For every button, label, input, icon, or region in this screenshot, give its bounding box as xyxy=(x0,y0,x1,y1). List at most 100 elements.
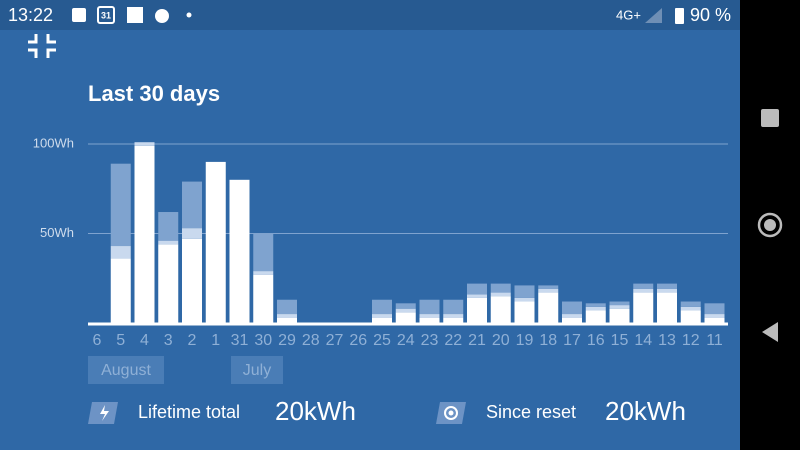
x-tick-label: 3 xyxy=(164,332,173,349)
bolt xyxy=(100,405,109,421)
bar-segment xyxy=(277,299,297,315)
status-bar xyxy=(0,0,740,30)
bar-segment xyxy=(277,317,297,323)
x-tick-label: 26 xyxy=(349,332,367,349)
bar-segment xyxy=(538,285,559,289)
bar-segment xyxy=(158,240,179,245)
month-box xyxy=(231,356,283,384)
month-label: August xyxy=(101,362,151,379)
x-tick-label: 17 xyxy=(563,332,581,349)
x-tick-label: 14 xyxy=(634,332,652,349)
bar-segment xyxy=(277,314,297,318)
home-button[interactable] xyxy=(757,212,783,238)
bar-segment xyxy=(395,308,416,313)
x-tick-label: 4 xyxy=(140,332,149,349)
reset-label: Since reset xyxy=(486,402,576,422)
x-tick-label: 1 xyxy=(211,332,220,349)
network-type: 4G+ xyxy=(616,7,641,22)
bar-segment xyxy=(704,317,725,323)
bar-segment xyxy=(395,303,416,309)
bar-segment xyxy=(134,145,155,323)
x-tick-label: 31 xyxy=(231,332,249,349)
bar-segment xyxy=(253,271,274,275)
x-tick-label: 12 xyxy=(682,332,700,349)
bar-segment xyxy=(467,283,487,295)
bar-segment xyxy=(490,292,511,297)
bar-segment xyxy=(443,317,464,323)
bar-segment xyxy=(158,244,179,323)
bar-segment xyxy=(680,301,701,307)
bar-segment xyxy=(562,314,582,318)
x-tick-label: 2 xyxy=(188,332,197,349)
bar-segment xyxy=(680,310,701,323)
bar-segment xyxy=(657,288,677,293)
y-tick-label: 50Wh xyxy=(40,225,74,240)
bar-segment xyxy=(443,314,464,318)
x-tick-label: 20 xyxy=(492,332,510,349)
more-dot xyxy=(186,12,192,18)
bar-segment xyxy=(704,303,725,315)
calendar-icon xyxy=(97,6,115,24)
recents-button[interactable] xyxy=(761,109,779,127)
bar-segment xyxy=(657,283,677,289)
home-dot xyxy=(764,219,776,231)
bar-segment xyxy=(419,317,440,323)
bar-segment xyxy=(585,306,606,311)
x-tick-label: 19 xyxy=(516,332,534,349)
bar-segment xyxy=(182,181,202,229)
bar-segment xyxy=(562,317,582,323)
x-tick-label: 23 xyxy=(421,332,439,349)
x-tick-label: 16 xyxy=(587,332,605,349)
bar-segment xyxy=(562,301,582,315)
bar-segment xyxy=(419,299,440,315)
month-label: July xyxy=(243,362,271,379)
bar-segment xyxy=(514,297,535,302)
bar-segment xyxy=(443,299,464,315)
bar-segment xyxy=(514,301,535,323)
x-tick-label: 25 xyxy=(373,332,391,349)
app-icon xyxy=(127,7,143,23)
collapse-icon[interactable] xyxy=(28,34,56,58)
bar-segment xyxy=(253,274,274,323)
x-tick-label: 15 xyxy=(611,332,629,349)
bar-segment xyxy=(253,233,274,272)
reset-value: 20kWh xyxy=(605,396,686,426)
bar-segment xyxy=(372,314,392,318)
bar-segment xyxy=(538,288,559,293)
bar-segment xyxy=(585,310,606,323)
x-tick-label: 24 xyxy=(397,332,415,349)
x-tick-label: 28 xyxy=(302,332,320,349)
bar-segment xyxy=(372,317,392,323)
bar-segment xyxy=(110,258,131,323)
bar-segment xyxy=(372,299,392,315)
y-tick-label: 100Wh xyxy=(33,135,74,150)
status-time: 13:22 xyxy=(8,5,53,25)
x-tick-label: 5 xyxy=(116,332,125,349)
bar-segment xyxy=(205,161,226,323)
gallery-icon xyxy=(72,8,86,22)
reddit-icon xyxy=(155,9,169,23)
signal-icon xyxy=(645,8,662,23)
bar-segment xyxy=(514,285,535,298)
x-tick-label: 6 xyxy=(93,332,102,349)
bar-segment xyxy=(657,292,677,323)
bar-segment xyxy=(467,297,487,323)
bar-segment xyxy=(585,303,606,307)
x-tick-label: 27 xyxy=(326,332,344,349)
bar-segment xyxy=(633,292,654,323)
bar-segment xyxy=(633,288,654,293)
bar-segment xyxy=(182,228,202,239)
month-box xyxy=(88,356,164,384)
bar-segment xyxy=(395,312,416,323)
bar-segment xyxy=(609,308,630,323)
bar-segment xyxy=(110,163,131,247)
x-tick-label: 29 xyxy=(278,332,296,349)
bar-segment xyxy=(490,296,511,323)
target-dot xyxy=(448,410,454,416)
bar-segment xyxy=(538,292,559,323)
back-button[interactable] xyxy=(762,322,778,342)
x-tick-label: 22 xyxy=(444,332,462,349)
lifetime-label: Lifetime total xyxy=(138,402,240,422)
